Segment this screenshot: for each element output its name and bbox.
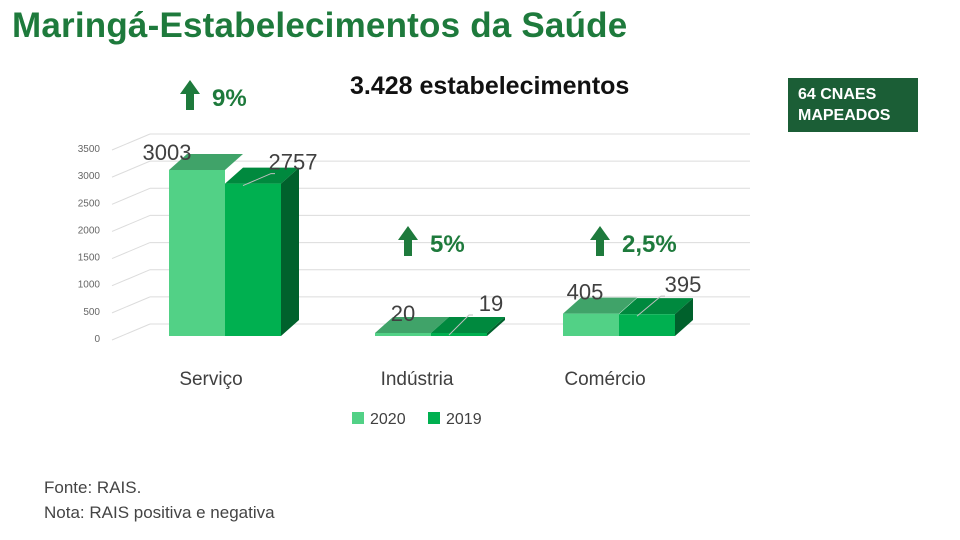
legend-swatch-2020: [352, 412, 364, 424]
badge-line-1: 64 CNAES: [798, 86, 877, 103]
page-title: Maringá-Estabelecimentos da Saúde: [12, 6, 628, 45]
bar-2020-indústria: [375, 333, 431, 336]
gridline-depth: [111, 160, 151, 178]
y-tick-label: 1000: [78, 280, 101, 291]
bar-2019-comércio: [619, 314, 675, 336]
bar-2020-serviço: [169, 170, 225, 336]
footnotes: Fonte: RAIS. Nota: RAIS positiva e negat…: [44, 475, 275, 525]
y-tick-label: 3000: [78, 171, 101, 182]
growth-label: 2,5%: [622, 231, 677, 258]
y-tick-label: 500: [83, 307, 100, 318]
data-label: 19: [479, 291, 503, 316]
legend-label: 2019: [446, 411, 482, 428]
bar-top-face: [619, 298, 693, 315]
legend-label: 2020: [370, 411, 406, 428]
gridline-depth: [111, 214, 151, 232]
arrow-up-icon: [590, 226, 610, 256]
cnae-count-badge: 64 CNAES MAPEADOS: [788, 78, 918, 132]
bar-2020-comércio: [563, 313, 619, 336]
bar-top-face: [375, 317, 449, 333]
y-tick-label: 1500: [78, 253, 101, 264]
x-tick-label: Indústria: [381, 369, 454, 390]
bar-2019-indústria: [431, 333, 487, 336]
bar-side-face: [281, 167, 299, 336]
data-label-leader: [242, 173, 275, 187]
arrow-up-icon: [180, 80, 200, 110]
total-establishments-label: 3.428 estabelecimentos: [350, 72, 630, 100]
gridline-depth: [111, 242, 151, 260]
gridline-depth: [111, 187, 151, 205]
data-label-leader: [448, 314, 473, 336]
data-label: 2757: [269, 150, 318, 175]
arrow-up-icon: [398, 226, 418, 256]
methodology-note: Nota: RAIS positiva e negativa: [44, 503, 275, 522]
data-label: 3003: [143, 140, 192, 165]
data-label: 395: [665, 272, 702, 297]
bar-top-face: [563, 297, 637, 314]
bar-side-face: [675, 298, 693, 336]
data-label: 405: [567, 280, 604, 305]
y-tick-label: 2500: [78, 198, 101, 209]
y-tick-label: 2000: [78, 225, 101, 236]
gridline-depth: [111, 133, 151, 151]
y-tick-label: 0: [94, 334, 100, 345]
bar-2019-serviço: [225, 183, 281, 336]
bar-side-face: [487, 317, 505, 336]
growth-label: 9%: [212, 85, 247, 112]
gridline-depth: [111, 296, 151, 314]
growth-label: 5%: [430, 231, 465, 258]
y-tick-label: 3500: [78, 144, 101, 155]
source-note: Fonte: RAIS.: [44, 478, 142, 497]
gridline-depth: [111, 323, 151, 341]
gridline-depth: [111, 269, 151, 287]
bar-top-face: [169, 154, 243, 170]
x-tick-label: Comércio: [564, 369, 645, 390]
badge-line-2: MAPEADOS: [798, 107, 891, 124]
bar-top-face: [431, 317, 505, 333]
legend-swatch-2019: [428, 412, 440, 424]
x-tick-label: Serviço: [179, 369, 242, 390]
data-label: 20: [391, 301, 415, 326]
data-label-leader: [636, 295, 665, 317]
bar-top-face: [225, 167, 299, 184]
